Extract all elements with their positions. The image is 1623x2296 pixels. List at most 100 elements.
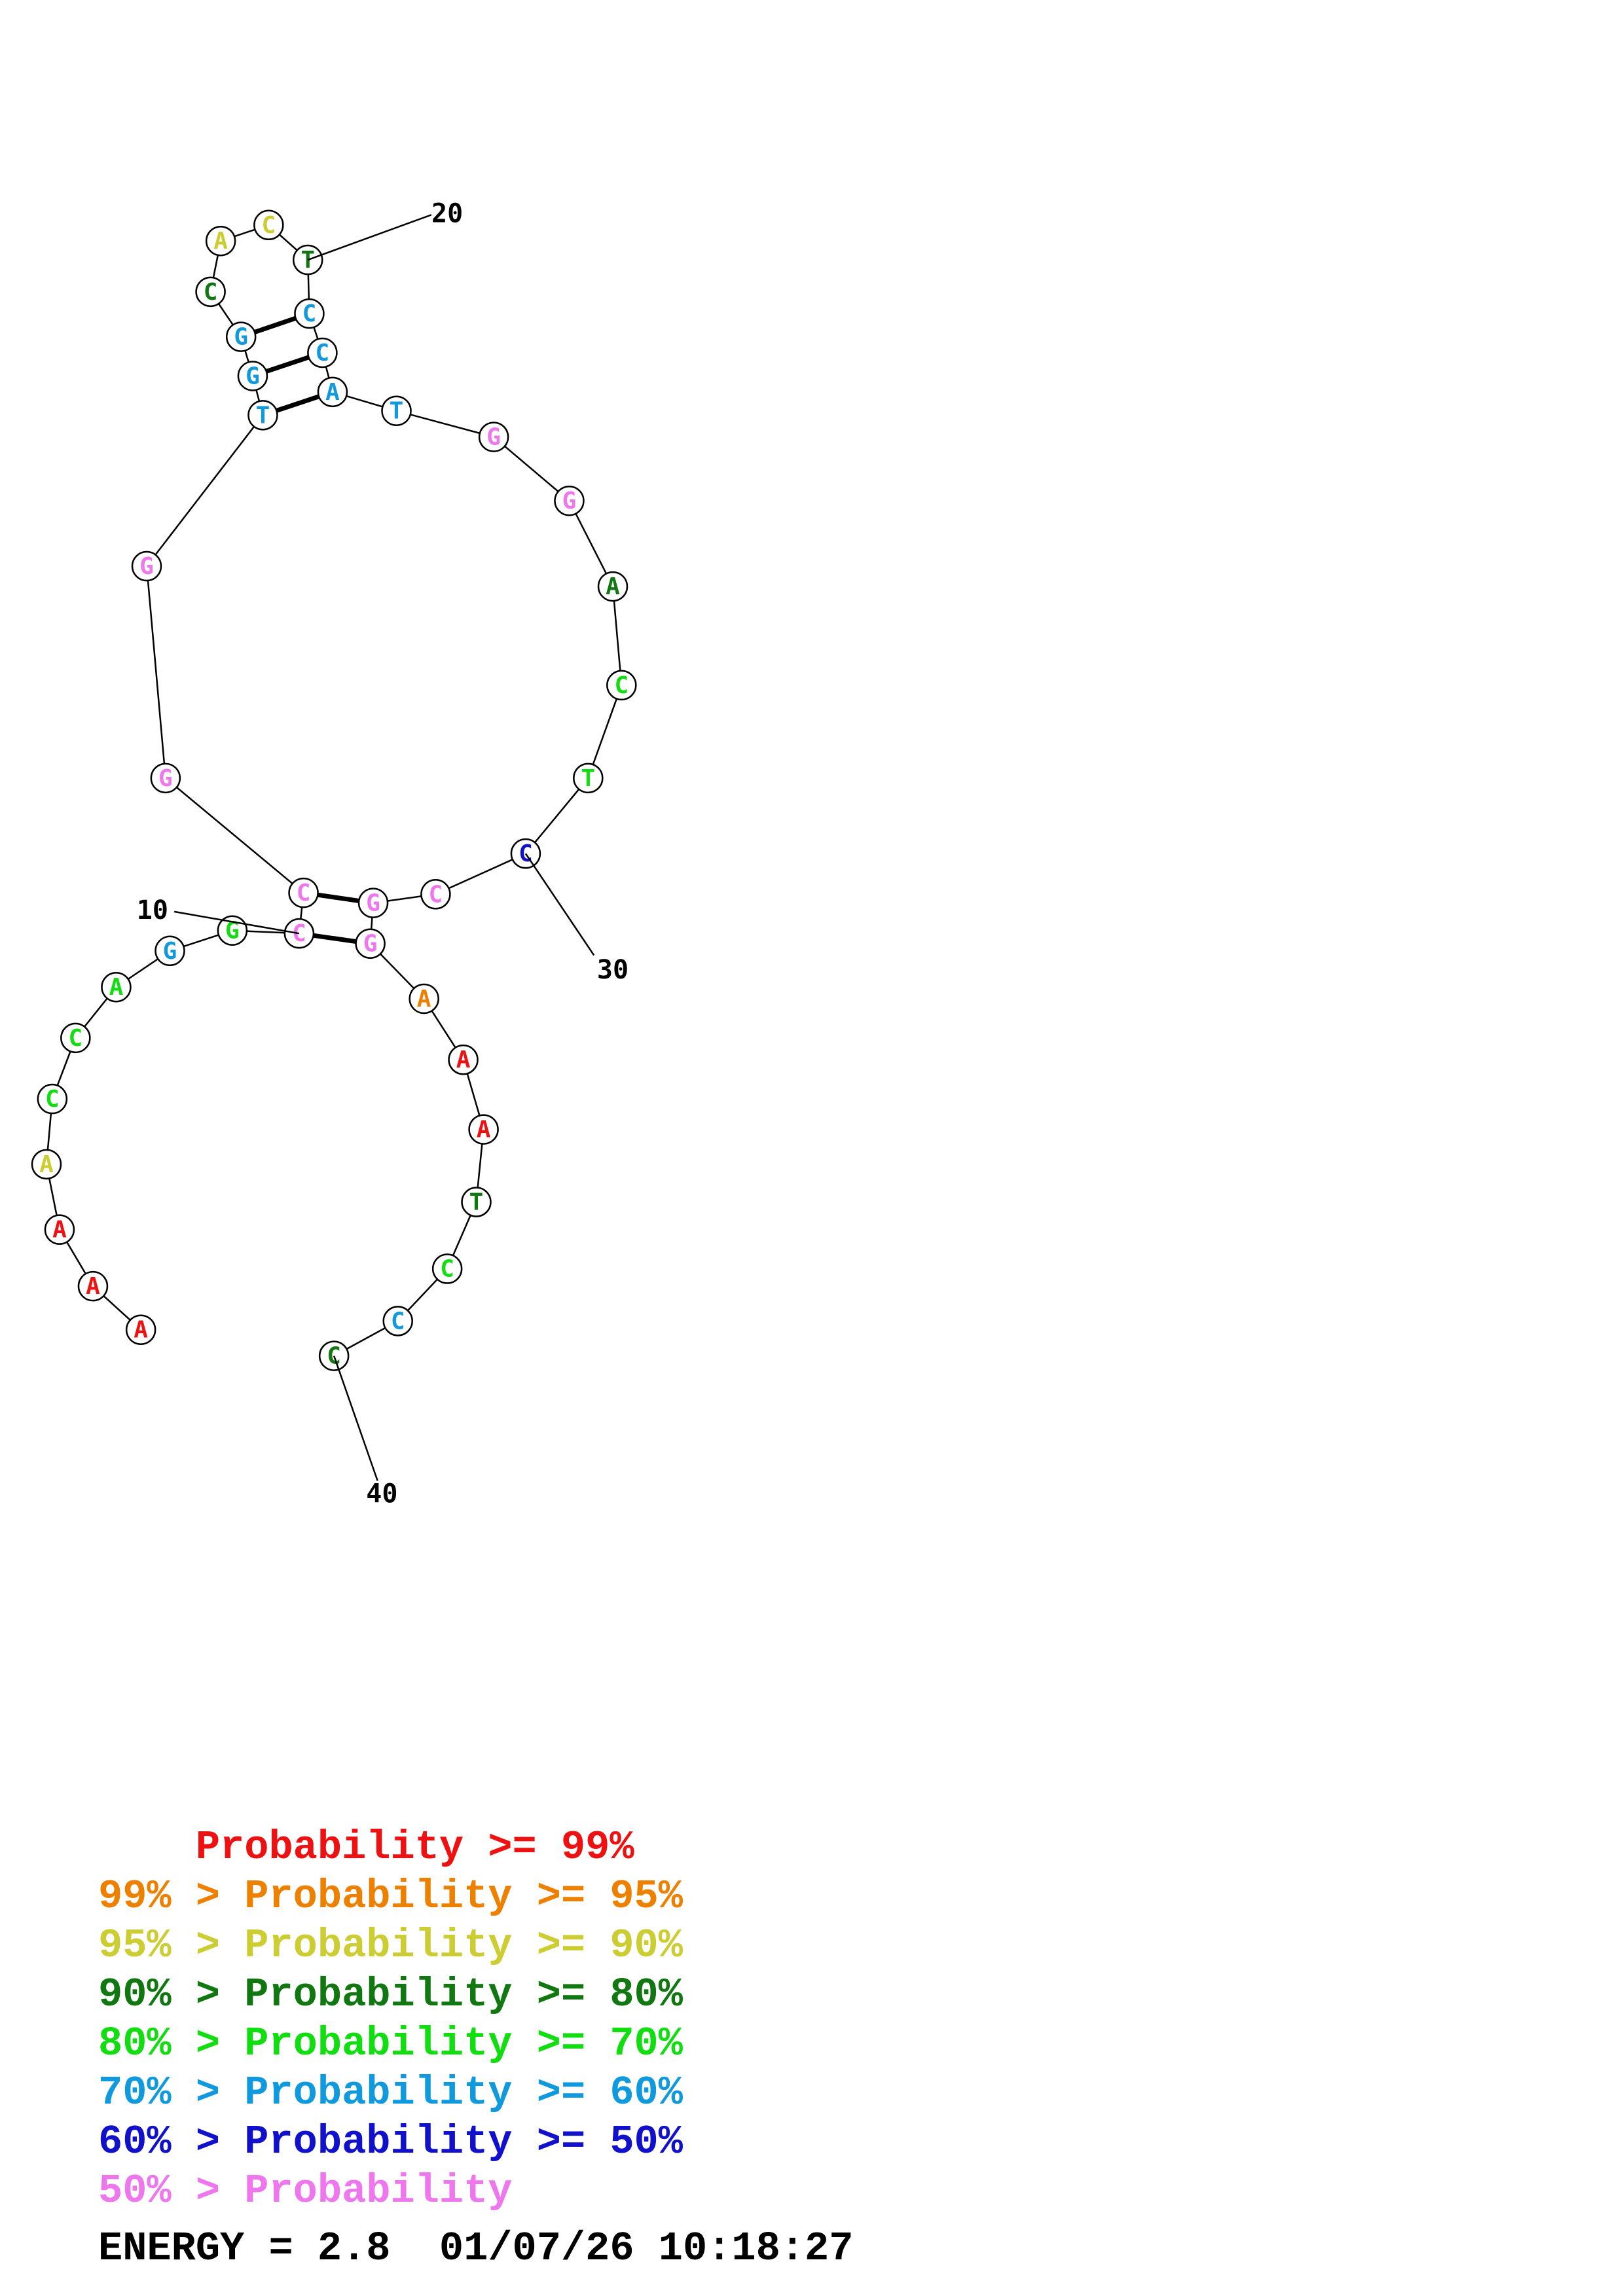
- position-label: 20: [431, 198, 463, 228]
- nucleotide-letter: A: [417, 986, 431, 1013]
- nucleotide-letter: T: [469, 1189, 484, 1216]
- backbone-segment: [165, 777, 304, 894]
- nucleotide-circle: [355, 928, 386, 959]
- nucleotide-letter: G: [562, 488, 577, 514]
- rna-secondary-structure-diagram: AAAACCAGGCCGGTGGCACTCCATGGACTCCGGAAATCCC…: [31, 198, 637, 1509]
- nucleotide-circle: [237, 361, 268, 391]
- nucleotide-circles: AAAACCAGGCCGGTGGCACTCCATGGACTCCGGAAATCCC: [31, 209, 637, 1371]
- legend-row-6: 70% > Probability >= 60%: [98, 2070, 683, 2116]
- nucleotide-circle: [554, 485, 585, 516]
- nucleotide-circle: [382, 1306, 413, 1336]
- nucleotide-circle: [381, 395, 412, 426]
- nucleotide-circle: [307, 337, 338, 368]
- nucleotide-letter: A: [477, 1117, 491, 1143]
- nucleotide-circle: [31, 1149, 62, 1180]
- nucleotide-circle: [247, 400, 278, 431]
- nucleotide-letter: G: [163, 938, 177, 965]
- position-label-leader: [524, 853, 595, 956]
- backbone-segment: [396, 410, 494, 438]
- backbone-segment: [493, 436, 570, 502]
- nucleotide-circle: [597, 571, 629, 602]
- backbone-segment: [587, 685, 623, 779]
- nucleotide-circle: [131, 550, 162, 582]
- legend-row-5: 80% > Probability >= 70%: [98, 2020, 683, 2067]
- energy-value: ENERGY = 2.8: [98, 2225, 391, 2272]
- nucleotide-circle: [60, 1022, 91, 1054]
- timestamp: 01/07/26 10:18:27: [439, 2225, 854, 2272]
- nucleotide-circle: [317, 376, 348, 408]
- nucleotide-letter: A: [606, 573, 620, 600]
- backbone-segment: [568, 500, 614, 587]
- backbone-segment: [435, 853, 526, 895]
- nucleotide-letter: C: [297, 880, 311, 906]
- backbone-segment: [611, 586, 623, 686]
- nucleotide-circle: [420, 879, 451, 910]
- position-label-leader: [307, 214, 432, 261]
- nucleotide-letter: C: [45, 1086, 60, 1113]
- legend-row-4: 90% > Probability >= 80%: [98, 1971, 683, 2018]
- position-label: 40: [366, 1479, 397, 1509]
- nucleotide-letter: A: [52, 1217, 67, 1244]
- nucleotide-letter: A: [213, 228, 228, 255]
- nucleotide-letter: A: [325, 379, 340, 406]
- nucleotide-circle: [195, 276, 226, 308]
- nucleotide-circle: [77, 1270, 109, 1302]
- legend-row-7: 60% > Probability >= 50%: [98, 2119, 683, 2165]
- nucleotide-letter: T: [581, 765, 595, 792]
- nucleotide-letter: A: [109, 974, 124, 1001]
- position-label: 30: [597, 955, 629, 985]
- nucleotide-letter: C: [68, 1025, 82, 1052]
- nucleotide-letter: G: [234, 324, 248, 351]
- nucleotide-letter: G: [139, 553, 154, 580]
- nucleotide-circle: [37, 1083, 68, 1115]
- nucleotide-circle: [101, 971, 132, 1003]
- nucleotide-letter: A: [456, 1047, 471, 1073]
- nucleotide-circle: [294, 298, 325, 329]
- position-label: 10: [137, 895, 168, 925]
- nucleotide-letter: C: [391, 1308, 405, 1335]
- nucleotide-letter: T: [301, 247, 315, 274]
- nucleotide-circle: [448, 1044, 479, 1075]
- position-label-leader: [173, 910, 300, 935]
- nucleotide-circle: [357, 888, 389, 918]
- nucleotide-circle: [468, 1114, 499, 1145]
- nucleotide-circle: [606, 670, 637, 701]
- probability-legend: Probability >= 99% 99% > Probability >= …: [98, 1823, 683, 2215]
- backbone-segment: [145, 565, 167, 778]
- nucleotide-circle: [125, 1314, 156, 1345]
- legend-row-2: 99% > Probability >= 95%: [98, 1873, 683, 1920]
- nucleotide-letter: C: [429, 881, 443, 908]
- nucleotide-letter: C: [316, 340, 330, 367]
- nucleotide-circle: [150, 762, 181, 794]
- nucleotide-letter: C: [204, 279, 218, 306]
- energy-readout: ENERGY = 2.8 01/07/26 10:18:27: [98, 2225, 853, 2272]
- nucleotide-letter: G: [158, 765, 173, 792]
- nucleotide-letter: A: [134, 1317, 148, 1344]
- nucleotide-letter: G: [246, 363, 260, 389]
- backbone-segment: [146, 414, 264, 567]
- nucleotide-circle: [478, 422, 509, 452]
- nucleotide-letter: C: [292, 920, 306, 947]
- nucleotide-letter: C: [440, 1256, 454, 1283]
- position-labels: 10 20 30 40: [137, 198, 629, 1509]
- legend-row-8: 50% > Probability: [98, 2168, 513, 2214]
- nucleotide-letter: A: [39, 1151, 54, 1178]
- nucleotide-letter: G: [363, 931, 378, 958]
- nucleotide-letter: C: [302, 300, 317, 327]
- nucleotide-letter: T: [256, 402, 270, 429]
- nucleotide-circle: [409, 983, 439, 1014]
- nucleotide-circle: [253, 209, 284, 241]
- nucleotide-letter: T: [390, 398, 404, 425]
- nucleotide-letter: G: [366, 890, 380, 917]
- nucleotide-circle: [44, 1214, 75, 1245]
- nucleotide-circle: [205, 225, 236, 257]
- backbone-segment: [524, 778, 589, 854]
- position-label-leader: [333, 1355, 378, 1481]
- nucleotide-circle: [573, 762, 604, 794]
- legend-row-3: 95% > Probability >= 90%: [98, 1922, 683, 1969]
- nucleotide-letter: G: [225, 918, 240, 944]
- nucleotide-circle: [461, 1187, 492, 1217]
- nucleotide-letter: C: [614, 672, 629, 699]
- legend-row-1: Probability >= 99%: [195, 1824, 634, 1871]
- nucleotide-letter: A: [86, 1273, 100, 1300]
